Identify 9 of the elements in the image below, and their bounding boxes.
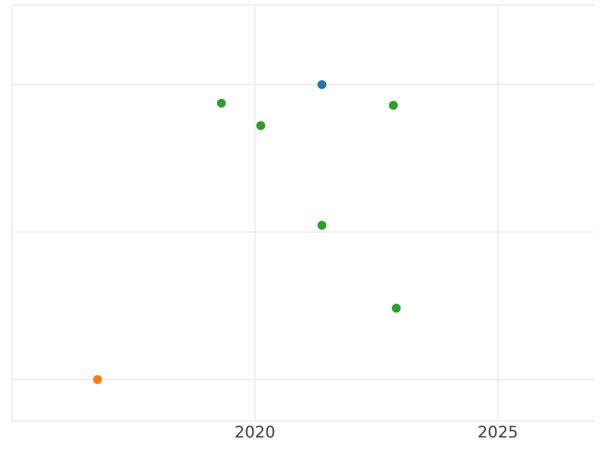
point [256,121,266,130]
point [216,98,226,108]
point [392,304,401,313]
point [317,220,326,230]
point [317,80,326,90]
point [93,375,102,384]
x-tick-label: 2025 [477,422,518,442]
point [388,100,398,110]
x-tick-label: 2020 [234,422,276,442]
